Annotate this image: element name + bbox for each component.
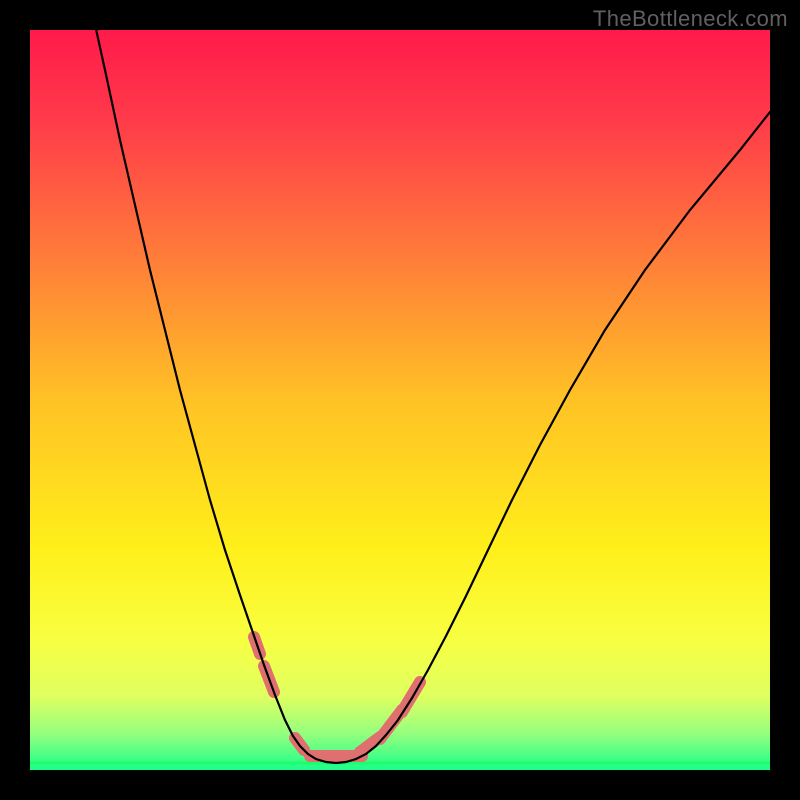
plot-svg <box>30 30 770 770</box>
gradient-background <box>30 30 770 770</box>
plot-area <box>30 30 770 770</box>
watermark-text: TheBottleneck.com <box>593 6 788 32</box>
outer-frame: TheBottleneck.com <box>0 0 800 800</box>
